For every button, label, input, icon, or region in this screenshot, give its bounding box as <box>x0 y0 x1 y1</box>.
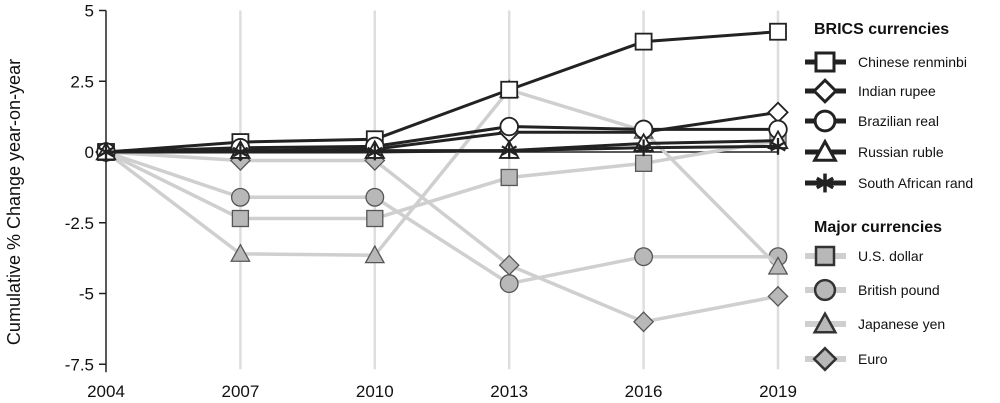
x-axis-ticks: 2004 2007 2010 2013 2016 2019 <box>87 382 797 401</box>
legend-marker-euro <box>812 346 838 372</box>
legend-item-indian-rupee: Indian rupee <box>805 78 936 104</box>
legend-heading: BRICS currencies <box>814 21 949 38</box>
y-tick-label: -2.5 <box>65 214 94 233</box>
data-point-south-african-rand <box>770 137 786 155</box>
data-point-u-s-dollar <box>231 209 250 228</box>
y-tick-label: 0 <box>85 143 94 162</box>
legend-label: British pound <box>858 282 940 298</box>
series-line-japanese-yen <box>104 87 780 268</box>
legend-marker-south-african-rand <box>815 173 835 193</box>
series-line-euro <box>105 150 779 324</box>
series-line-brazilian-real <box>105 125 778 154</box>
y-tick-label: -7.5 <box>65 355 94 374</box>
data-point-japanese-yen <box>230 243 251 262</box>
y-axis-label: Cumulative % Change year-on-year <box>4 59 24 345</box>
legend-item-euro: Euro <box>805 346 888 372</box>
y-tick-label: 2.5 <box>70 72 94 91</box>
legend-marker-brazilian-real <box>813 109 837 133</box>
legend-marker-chinese-renminbi <box>814 51 836 73</box>
data-point-u-s-dollar <box>500 168 518 187</box>
legend-marker-indian-rupee <box>812 78 838 104</box>
legend-label: Brazilian real <box>858 113 939 129</box>
x-tick-label: 2019 <box>759 382 797 401</box>
data-point-indian-rupee <box>767 101 789 124</box>
data-point-brazilian-real <box>499 116 519 137</box>
x-tick-label: 2010 <box>356 382 394 401</box>
data-point-british-pound <box>499 274 519 294</box>
legend-marker-japanese-yen <box>812 311 838 334</box>
data-point-u-s-dollar <box>366 209 384 228</box>
legend-label: Japanese yen <box>858 316 945 332</box>
x-tick-label: 2007 <box>221 382 259 401</box>
legend-item-brazilian-real: Brazilian real <box>805 109 939 133</box>
legend-label: Indian rupee <box>858 83 936 99</box>
legend-label: Euro <box>858 351 888 367</box>
series-japanese-yen <box>95 79 789 275</box>
data-point-u-s-dollar <box>634 154 653 172</box>
legend-label: U.S. dollar <box>858 248 924 264</box>
legend-item-u-s-dollar: U.S. dollar <box>805 245 924 267</box>
x-tick-label: 2016 <box>625 382 663 401</box>
y-axis-ticks: 5 2.5 0 -2.5 -5 -7.5 <box>65 2 106 374</box>
legend: BRICS currencies Chinese renminbi Indian r… <box>805 21 973 372</box>
series-layer <box>95 22 789 333</box>
legend-item-british-pound: British pound <box>805 278 940 302</box>
data-point-chinese-renminbi <box>769 22 787 41</box>
data-point-euro <box>767 285 789 307</box>
legend-heading: Major currencies <box>814 219 942 236</box>
legend-marker-british-pound <box>813 278 837 302</box>
data-point-british-pound <box>634 247 654 267</box>
series-line-chinese-renminbi <box>105 30 779 154</box>
data-point-euro <box>633 311 655 333</box>
legend-item-japanese-yen: Japanese yen <box>805 311 945 334</box>
legend-marker-russian-ruble <box>812 138 838 162</box>
data-point-south-african-rand <box>232 143 249 161</box>
legend-item-chinese-renminbi: Chinese renminbi <box>805 51 967 73</box>
series-line-british-pound <box>105 150 778 286</box>
data-point-south-african-rand <box>501 142 518 159</box>
legend-label: Chinese renminbi <box>858 54 967 70</box>
y-tick-label: -5 <box>79 285 94 304</box>
data-point-euro <box>498 254 520 276</box>
data-point-british-pound <box>230 187 250 207</box>
series-line-u-s-dollar <box>105 138 779 221</box>
y-tick-label: 5 <box>85 2 94 21</box>
data-point-chinese-renminbi <box>634 32 653 51</box>
grid-lines <box>239 10 780 370</box>
x-tick-label: 2013 <box>490 382 528 401</box>
data-point-south-african-rand <box>635 139 652 157</box>
data-point-south-african-rand <box>366 143 383 161</box>
data-point-japanese-yen <box>767 256 789 275</box>
data-point-south-african-rand <box>98 143 114 161</box>
legend-item-russian-ruble: Russian ruble <box>805 138 944 162</box>
legend-label: South African rand <box>858 175 973 191</box>
x-tick-label: 2004 <box>87 382 125 401</box>
legend-item-south-african-rand: South African rand <box>805 173 973 193</box>
series-british-pound <box>96 142 788 294</box>
data-point-chinese-renminbi <box>500 80 519 99</box>
series-south-african-rand <box>98 137 786 161</box>
series-line-south-african-rand <box>106 144 779 154</box>
legend-marker-u-s-dollar <box>814 245 836 267</box>
data-point-japanese-yen <box>364 244 386 264</box>
data-point-british-pound <box>365 187 385 207</box>
legend-label: Russian ruble <box>858 144 944 160</box>
